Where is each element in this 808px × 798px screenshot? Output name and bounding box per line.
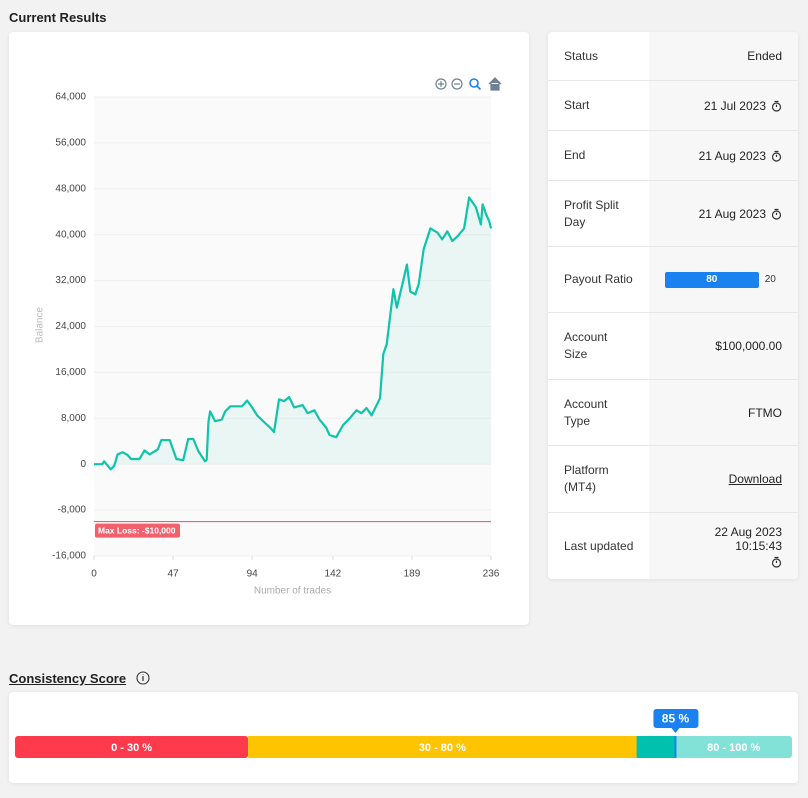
row-label: Start <box>564 98 590 112</box>
row-value: $100,000.00 <box>715 339 782 353</box>
info-icon[interactable] <box>136 671 150 685</box>
info-row: Platform (MT4) Download <box>548 446 798 513</box>
score-label: 85 % <box>662 712 690 726</box>
score-pointer <box>671 728 680 733</box>
zoom-out-button[interactable] <box>451 78 463 90</box>
row-label: Account Type <box>564 396 608 428</box>
x-tick-label: 236 <box>483 569 500 580</box>
row-label: Account Size <box>564 330 608 361</box>
payout-bar: 80 20 <box>665 271 782 288</box>
score-segment <box>248 736 637 758</box>
segment-label: 0 - 30 % <box>111 742 152 754</box>
x-tick-label: 189 <box>404 569 421 580</box>
download-link[interactable]: Download <box>728 472 782 486</box>
y-tick-label: -8,000 <box>58 505 87 516</box>
payout-segment: 80 <box>665 271 759 288</box>
info-row: Status Ended <box>548 32 798 81</box>
y-tick-label: 64,000 <box>55 92 86 103</box>
x-axis-label: Number of trades <box>254 586 331 597</box>
timer-icon <box>771 150 782 162</box>
max-loss-label: Max Loss: -$10,000 <box>98 525 176 535</box>
y-tick-label: 0 <box>80 459 86 470</box>
y-tick-label: 24,000 <box>55 321 86 332</box>
row-label: Platform (MT4) <box>564 463 609 494</box>
row-label: Profit Split Day <box>564 197 619 229</box>
row-value: Ended <box>747 49 782 63</box>
score-segment <box>15 736 249 758</box>
x-tick-label: 0 <box>91 569 97 580</box>
timer-icon <box>771 208 782 220</box>
timer-icon <box>771 100 782 112</box>
chart-toolbar <box>435 77 502 91</box>
segment-label: 30 - 80 % <box>419 742 466 754</box>
info-row: Payout Ratio 80 20 <box>548 247 798 313</box>
segment-label: 80 - 100 % <box>707 742 760 754</box>
section-title: Current Results <box>9 10 107 25</box>
y-tick-label: 56,000 <box>55 138 86 149</box>
row-value: 21 Aug 2023 <box>698 206 766 221</box>
y-tick-label: -16,000 <box>52 551 86 562</box>
balance-line <box>94 196 493 471</box>
y-tick-label: 48,000 <box>55 183 86 194</box>
consistency-title: Consistency Score <box>9 671 127 686</box>
row-value: 21 Jul 2023 <box>703 98 766 113</box>
payout-label: 80 <box>706 274 718 285</box>
info-table: Status Ended Start 21 Jul 2023 End 21 Aug 2… <box>548 32 798 579</box>
row-value: FTMO <box>748 405 782 420</box>
row-label: Payout Ratio <box>564 272 633 286</box>
payout-segment: 20 <box>759 272 782 288</box>
score-badge <box>653 709 699 728</box>
x-tick-label: 142 <box>325 569 342 580</box>
info-row: Start 21 Jul 2023 <box>548 81 798 131</box>
score-fill <box>636 736 676 758</box>
info-row: Account Size $100,000.00 <box>548 313 798 380</box>
row-value: 22 Aug 2023 10:15:43 <box>714 524 782 553</box>
x-tick-label: 94 <box>247 569 259 580</box>
y-tick-label: 32,000 <box>55 275 86 286</box>
y-tick-label: 8,000 <box>61 413 86 424</box>
info-row: Profit Split Day 21 Aug 2023 <box>548 181 798 247</box>
zoom-select-button[interactable] <box>469 78 482 91</box>
row-label: Last updated <box>564 538 634 553</box>
y-axis-label: Balance <box>35 306 46 343</box>
timer-icon <box>771 556 782 568</box>
area-fill <box>94 197 491 470</box>
info-row: End 21 Aug 2023 <box>548 131 798 181</box>
row-label: Status <box>564 48 599 63</box>
info-row: Account Type FTMO <box>548 380 798 446</box>
max-loss-badge <box>95 523 180 538</box>
row-label: End <box>564 148 586 162</box>
reset-button[interactable] <box>488 77 502 91</box>
row-value: 21 Aug 2023 <box>698 148 766 163</box>
payout-label: 20 <box>764 274 776 285</box>
y-tick-label: 40,000 <box>55 229 86 240</box>
info-row: Last updated 22 Aug 2023 10:15:43 <box>548 513 798 579</box>
zoom-in-button[interactable] <box>435 78 447 90</box>
y-tick-label: 16,000 <box>55 367 86 378</box>
x-tick-label: 47 <box>168 569 180 580</box>
